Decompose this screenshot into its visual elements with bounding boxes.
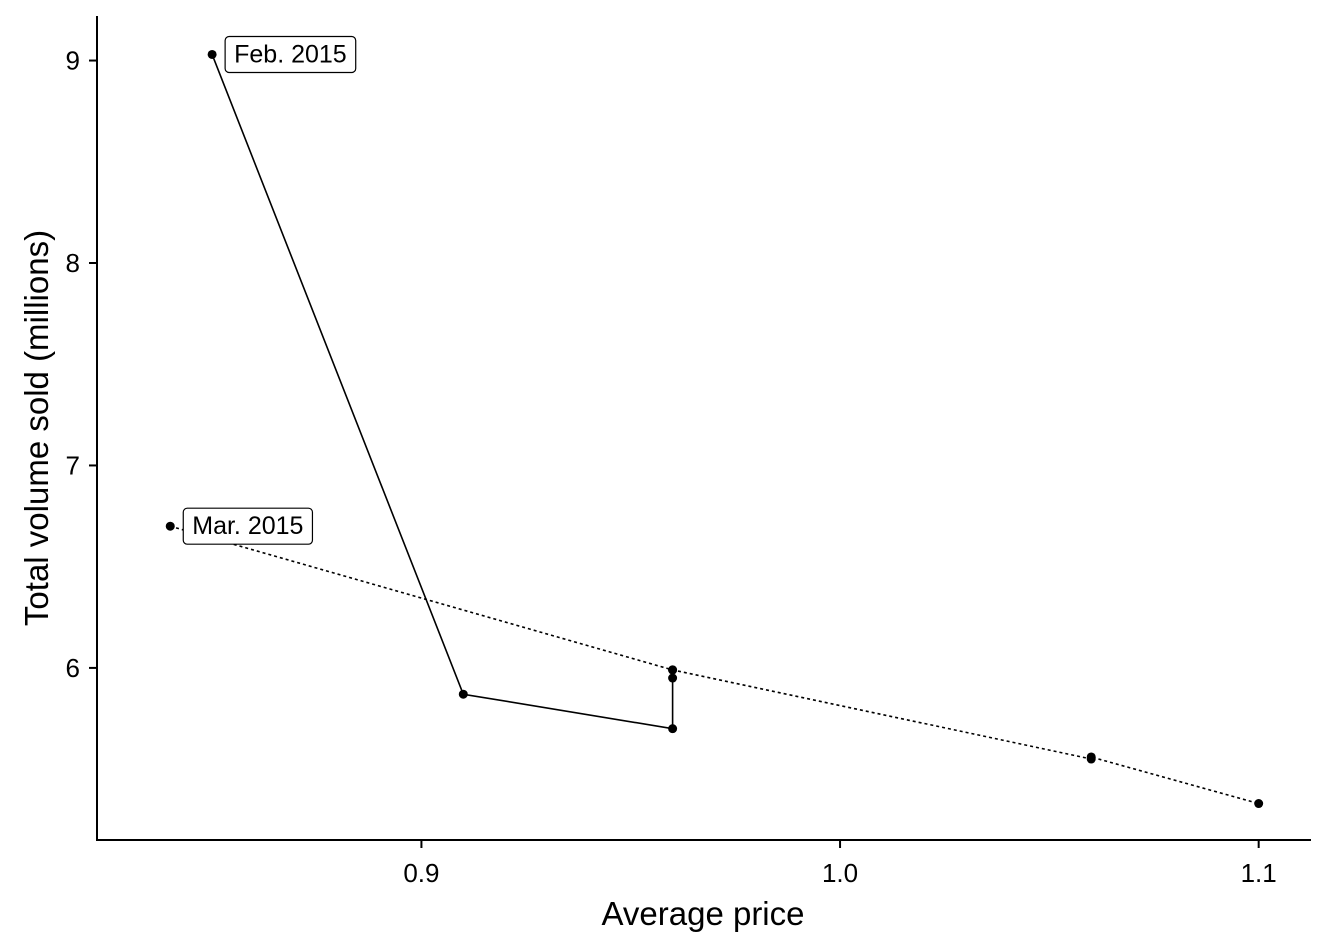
annotation-box	[182, 507, 314, 545]
data-point	[668, 724, 678, 734]
annotations: Feb. 2015 Mar. 2015	[182, 35, 357, 545]
data-point	[668, 673, 678, 683]
y-tick-label: 8	[66, 248, 80, 278]
x-tick-label: 1.0	[822, 858, 858, 888]
annotation-box	[224, 35, 357, 74]
annotation-label: Feb. 2015	[224, 35, 357, 74]
annotation-text: Feb. 2015	[234, 40, 347, 68]
y-axis-ticks: 6 7 8 9	[66, 46, 97, 683]
data-point	[1086, 752, 1096, 762]
x-axis-ticks: 0.9 1.0 1.1	[403, 840, 1277, 888]
data-point	[458, 689, 468, 699]
data-point	[1254, 799, 1264, 809]
series-line-2	[170, 525, 1259, 805]
data-point	[207, 49, 217, 59]
annotation-label: Mar. 2015	[182, 507, 314, 545]
y-tick-label: 6	[66, 653, 80, 683]
x-tick-label: 1.1	[1241, 858, 1277, 888]
y-axis-title: Total volume sold (millions)	[18, 230, 55, 626]
x-tick-label: 0.9	[403, 858, 439, 888]
x-axis-title: Average price	[601, 895, 804, 932]
series-lines	[170, 54, 1259, 805]
y-tick-label: 7	[66, 450, 80, 480]
data-points	[165, 49, 1264, 809]
series-line-1	[211, 54, 674, 730]
axes	[96, 16, 1311, 841]
data-point	[668, 665, 678, 675]
y-tick-label: 9	[66, 46, 80, 76]
data-point	[165, 521, 175, 531]
annotation-text: Mar. 2015	[192, 512, 303, 540]
